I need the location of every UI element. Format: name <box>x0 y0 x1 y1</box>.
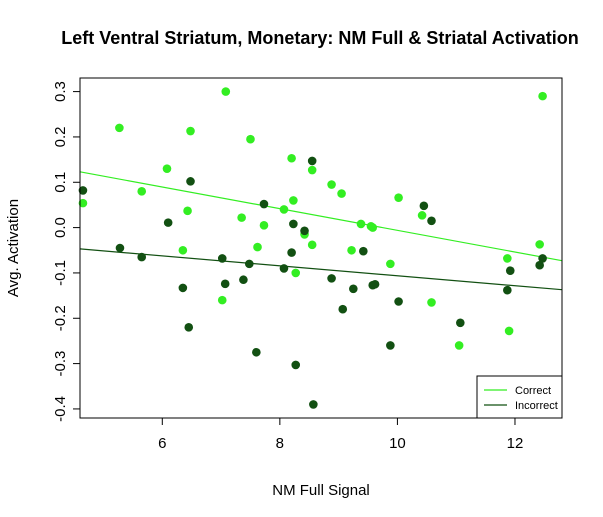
x-axis: 6 8 10 12 <box>158 417 524 452</box>
point-incorrect-9 <box>239 275 248 285</box>
point-incorrect-17 <box>300 226 309 236</box>
x-tick-label: 8 <box>276 435 284 452</box>
point-correct-15 <box>289 196 298 205</box>
point-correct-26 <box>386 259 395 269</box>
trend-lines <box>79 171 563 291</box>
point-incorrect-3 <box>163 218 173 227</box>
trend-line-correct <box>79 171 563 262</box>
y-tick-label: 0.0 <box>52 217 69 238</box>
point-correct-25 <box>368 223 378 232</box>
point-correct-23 <box>356 219 366 229</box>
point-correct-13 <box>279 205 289 214</box>
x-tick-label: 12 <box>507 435 524 452</box>
point-incorrect-6 <box>186 177 195 186</box>
point-incorrect-26 <box>386 341 395 350</box>
point-correct-27 <box>394 193 403 202</box>
y-axis-label: Avg. Activation <box>5 199 22 297</box>
point-correct-21 <box>337 189 346 198</box>
y-tick-label: 0.3 <box>52 81 69 102</box>
point-correct-4 <box>178 245 188 255</box>
point-incorrect-14 <box>287 248 296 257</box>
point-incorrect-20 <box>327 274 336 283</box>
point-correct-33 <box>535 240 544 249</box>
point-incorrect-22 <box>349 284 358 294</box>
point-correct-0 <box>78 198 88 208</box>
point-correct-29 <box>427 298 436 307</box>
plot-frame <box>79 77 563 419</box>
data-points <box>78 87 547 409</box>
y-tick-label: 0.1 <box>52 172 69 193</box>
point-incorrect-34 <box>538 254 547 263</box>
point-incorrect-15 <box>289 219 298 229</box>
point-incorrect-0 <box>78 186 88 195</box>
point-incorrect-30 <box>456 318 465 328</box>
point-correct-20 <box>327 180 336 189</box>
point-correct-16 <box>291 268 301 278</box>
point-incorrect-29 <box>427 216 436 226</box>
x-tick-label: 10 <box>389 435 406 452</box>
point-incorrect-13 <box>279 264 289 273</box>
y-tick-label: 0.2 <box>52 127 69 148</box>
point-incorrect-18 <box>307 156 317 166</box>
y-axis: -0.4 -0.3 -0.2 -0.1 0.0 0.1 0.2 0.3 <box>52 81 81 422</box>
point-incorrect-28 <box>419 201 429 211</box>
legend: Correct Incorrect <box>476 375 563 419</box>
point-correct-7 <box>217 295 227 305</box>
point-correct-22 <box>347 245 356 255</box>
point-correct-1 <box>115 123 124 133</box>
point-correct-9 <box>237 213 246 222</box>
point-correct-28 <box>417 211 427 220</box>
point-incorrect-31 <box>503 285 512 295</box>
point-correct-19 <box>307 240 317 250</box>
point-incorrect-7 <box>217 254 227 263</box>
point-correct-32 <box>504 326 514 336</box>
point-incorrect-33 <box>535 260 544 270</box>
y-tick-label: -0.3 <box>52 351 69 377</box>
point-incorrect-23 <box>359 246 368 256</box>
point-correct-8 <box>221 87 231 96</box>
point-correct-30 <box>454 341 464 350</box>
y-tick-label: -0.2 <box>52 305 69 331</box>
point-correct-3 <box>162 164 172 173</box>
chart-title: Left Ventral Striatum, Monetary: NM Full… <box>61 28 579 48</box>
point-incorrect-21 <box>338 304 348 314</box>
point-correct-2 <box>137 187 147 196</box>
point-correct-31 <box>503 254 512 263</box>
x-axis-label: NM Full Signal <box>272 482 370 499</box>
x-tick-label: 6 <box>158 435 166 452</box>
point-incorrect-11 <box>252 347 261 357</box>
legend-label-incorrect: Incorrect <box>515 400 558 412</box>
point-incorrect-19 <box>309 400 318 409</box>
point-incorrect-27 <box>394 297 403 306</box>
y-tick-label: -0.4 <box>52 396 69 422</box>
point-incorrect-32 <box>505 266 515 275</box>
legend-label-correct: Correct <box>515 385 551 397</box>
point-correct-10 <box>246 134 255 144</box>
point-incorrect-10 <box>244 259 254 269</box>
trend-line-incorrect <box>79 248 563 291</box>
point-correct-18 <box>307 165 317 175</box>
point-incorrect-5 <box>184 323 194 332</box>
point-incorrect-4 <box>178 283 188 293</box>
y-tick-label: -0.1 <box>52 260 69 286</box>
point-incorrect-2 <box>137 252 147 262</box>
point-incorrect-8 <box>220 279 230 289</box>
point-incorrect-16 <box>291 360 301 370</box>
point-correct-14 <box>287 153 296 163</box>
point-incorrect-1 <box>115 243 125 253</box>
point-correct-5 <box>183 206 192 216</box>
point-incorrect-12 <box>259 199 269 209</box>
point-correct-12 <box>259 221 269 230</box>
point-correct-11 <box>253 242 262 252</box>
point-incorrect-25 <box>370 279 380 289</box>
point-correct-34 <box>538 91 547 101</box>
legend-box <box>476 375 563 419</box>
point-correct-6 <box>186 126 195 136</box>
